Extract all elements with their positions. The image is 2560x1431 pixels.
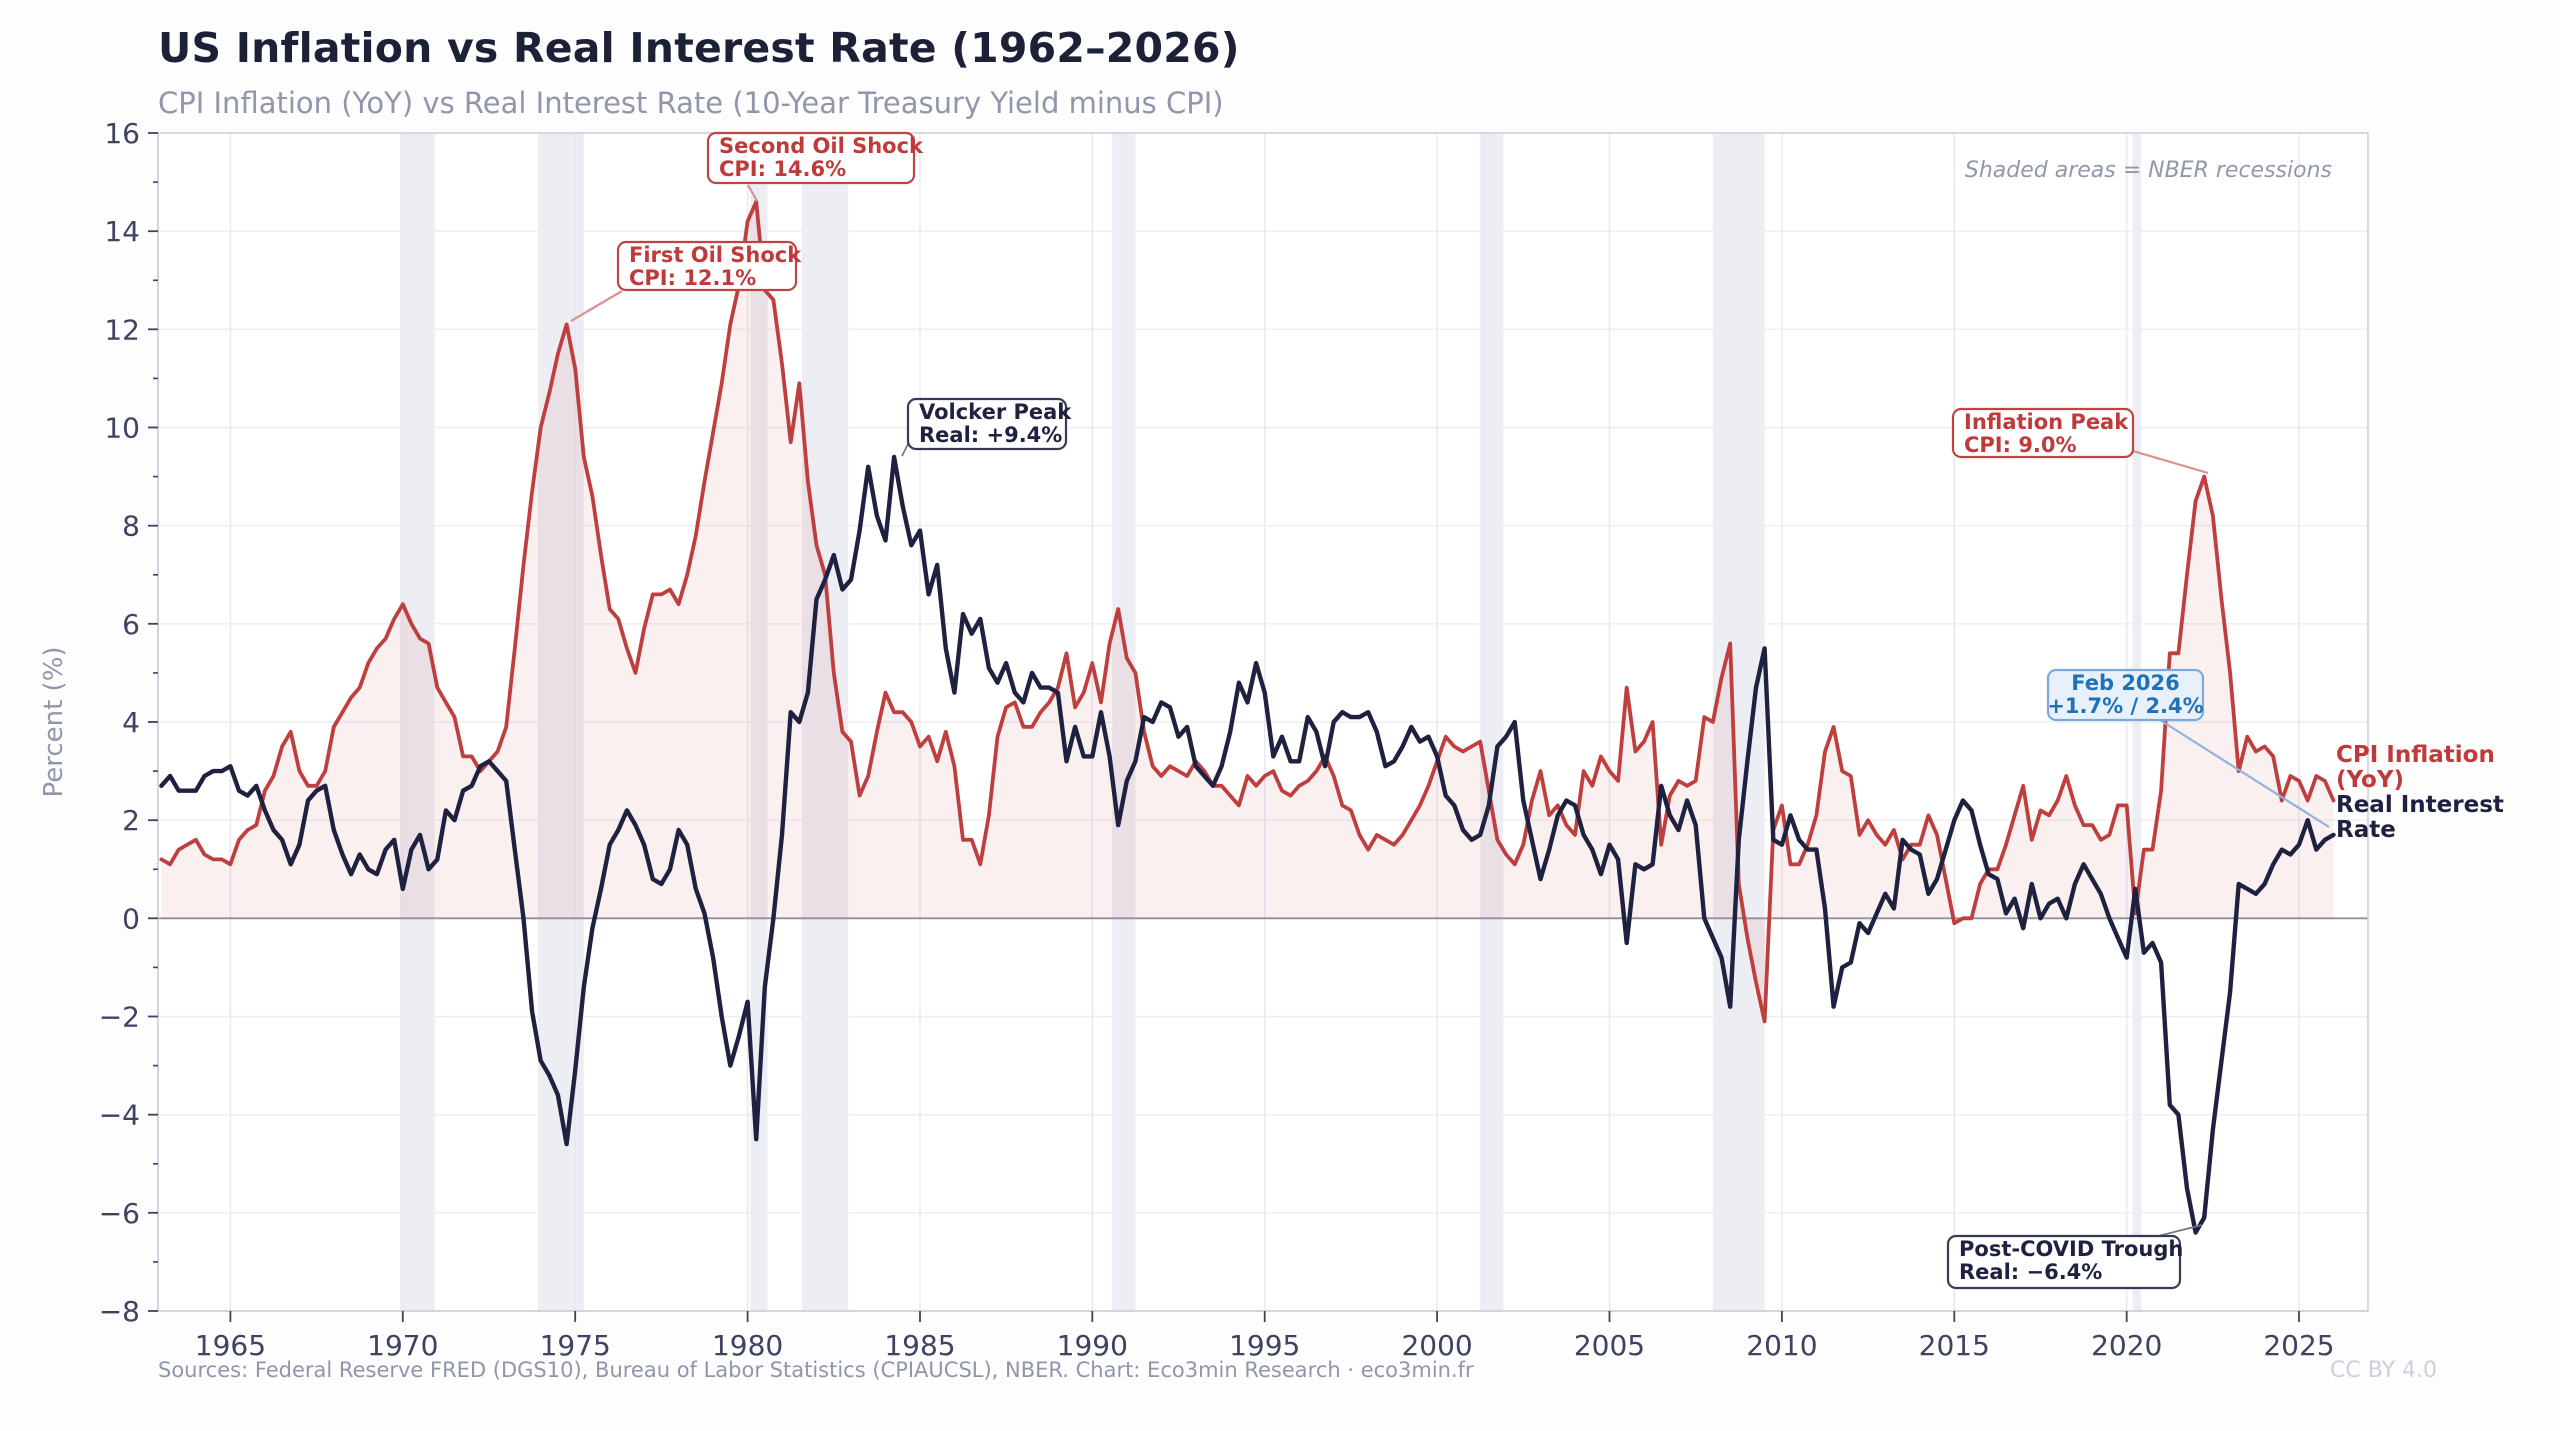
annotation-text: First Oil Shock — [629, 243, 802, 267]
annotation-text: CPI: 12.1% — [629, 266, 756, 290]
annotation-leader-line — [901, 443, 909, 457]
x-tick-label: 1970 — [367, 1329, 438, 1362]
y-tick-label: 16 — [104, 117, 140, 150]
annotation-feb-2026: Feb 2026+1.7% / 2.4% — [2046, 668, 2330, 828]
y-tick-label: 6 — [122, 608, 140, 641]
annotation-box — [2046, 668, 2205, 722]
x-tick-label: 2015 — [1919, 1329, 1990, 1362]
annotation-leader-line — [2157, 1224, 2203, 1237]
annotation-leader-line — [2159, 719, 2330, 828]
x-tick-label: 2020 — [2091, 1329, 2162, 1362]
series-label-line: (YoY) — [2336, 767, 2404, 793]
x-tick-label: 1965 — [195, 1329, 266, 1362]
annotation-text: Real: −6.4% — [1959, 1260, 2102, 1284]
y-tick-label: 4 — [122, 706, 140, 739]
real-rate-line — [159, 454, 2336, 1235]
annotation-leader-line — [570, 290, 623, 322]
x-axis: 1965 1970 1975 1980 1985 1990 1995 2000 2005 2010… — [195, 1311, 2335, 1362]
recession-note: Shaded areas = NBER recessions — [1964, 158, 2332, 183]
x-tick-label: 1985 — [884, 1329, 955, 1362]
annotation-text: Second Oil Shock — [719, 134, 924, 158]
cpi-end-label: CPI Inflation(YoY) — [2336, 742, 2495, 793]
annotation-box — [706, 131, 916, 185]
annotation-box — [906, 397, 1068, 451]
y-axis: 16 14 12 10 8 6 4 2 0 −2 −4 −6 −8 — [99, 117, 158, 1328]
x-tick-label: 2025 — [2263, 1329, 2334, 1362]
y-tick-label: 2 — [122, 804, 140, 837]
x-tick-label: 1995 — [1229, 1329, 1300, 1362]
y-tick-label: 0 — [122, 902, 140, 935]
y-tick-label: 10 — [104, 412, 140, 445]
cpi-area-fill — [161, 201, 2334, 1022]
y-tick-label: −4 — [99, 1099, 140, 1132]
license-badge: CC BY 4.0 — [2330, 1358, 2438, 1383]
series-label-line: Rate — [2336, 817, 2396, 843]
y-tick-label: −8 — [99, 1295, 140, 1328]
y-tick-label: 14 — [104, 215, 140, 248]
series-label-line: CPI Inflation — [2336, 742, 2495, 768]
y-tick-label: −2 — [99, 1001, 140, 1034]
source-footer: Sources: Federal Reserve FRED (DGS10), B… — [158, 1358, 1474, 1382]
x-tick-label: 2005 — [1574, 1329, 1645, 1362]
cpi-line — [159, 199, 2336, 1024]
annotation-text: +1.7% / 2.4% — [2047, 694, 2203, 718]
annotation-text: CPI: 9.0% — [1964, 433, 2077, 457]
x-tick-label: 1990 — [1057, 1329, 1128, 1362]
y-tick-label: 12 — [104, 313, 140, 346]
annotation-box — [1951, 407, 2135, 459]
annotation-text: Inflation Peak — [1964, 410, 2129, 434]
annotation-text: Post-COVID Trough — [1959, 1237, 2183, 1261]
x-tick-label: 2010 — [1746, 1329, 1817, 1362]
annotation-text: Feb 2026 — [2071, 671, 2180, 695]
chart-title: US Inflation vs Real Interest Rate (1962… — [158, 24, 1240, 72]
annotation-text: Real: +9.4% — [919, 423, 1062, 447]
y-axis-title: Percent (%) — [39, 646, 69, 797]
chart-subtitle: CPI Inflation (YoY) vs Real Interest Rat… — [158, 86, 1224, 120]
x-tick-label: 1975 — [540, 1329, 611, 1362]
annotation-leader-line — [747, 184, 758, 202]
x-tick-label: 1980 — [712, 1329, 783, 1362]
annotation-text: Volcker Peak — [919, 400, 1072, 424]
y-tick-label: 8 — [122, 510, 140, 543]
y-tick-label: −6 — [99, 1197, 140, 1230]
annotation-leader-line — [2132, 449, 2209, 475]
annotation-box — [1946, 1234, 2182, 1290]
annotation-box — [616, 240, 798, 292]
series-label-line: Real Interest — [2336, 792, 2504, 818]
x-tick-label: 2000 — [1401, 1329, 1472, 1362]
annotation-text: CPI: 14.6% — [719, 157, 846, 181]
